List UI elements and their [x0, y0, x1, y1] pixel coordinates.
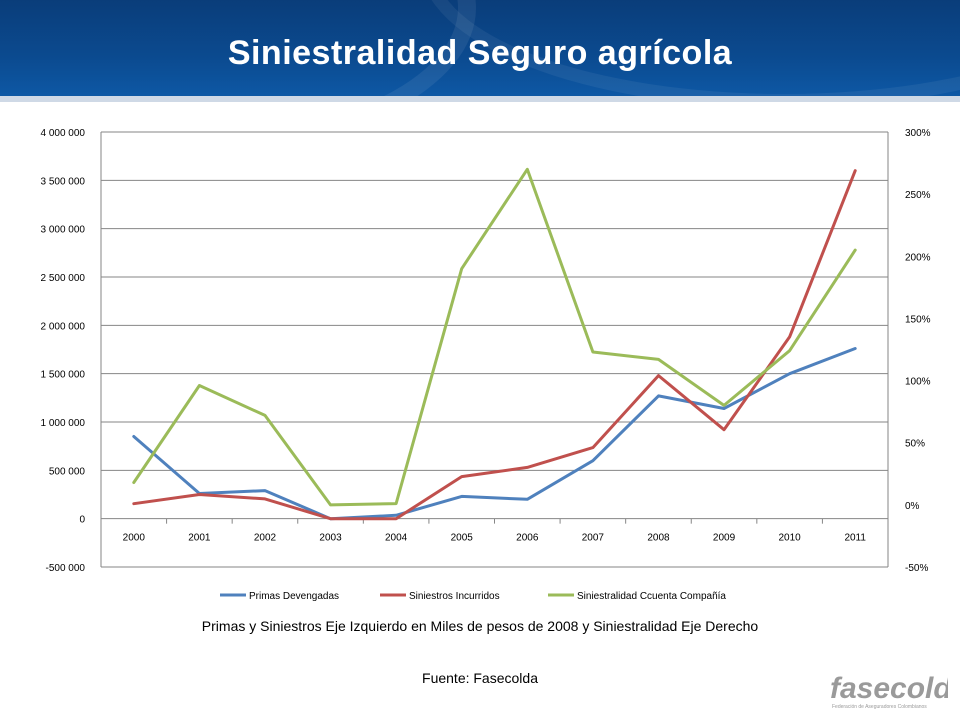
series-line-siniestros-incurridos: [132, 169, 857, 521]
y-left-tick-label: 3 500 000: [41, 176, 86, 187]
x-tick-label: 2005: [451, 533, 474, 544]
x-tick-label: 2008: [647, 533, 670, 544]
x-tick-label: 2000: [123, 533, 146, 544]
y-left-tick-label: 2 500 000: [41, 273, 86, 284]
y-right-tick-label: 50%: [905, 439, 925, 450]
y-left-tick-label: -500 000: [46, 563, 86, 574]
y-right-tick-label: 150%: [905, 314, 931, 325]
chart: -500 000 0 500 000 1 000 000 1 500 000 2 000 …: [41, 128, 931, 602]
header-stripe: [0, 96, 960, 102]
svg-text:fasecolda: fasecolda: [830, 672, 948, 705]
y-left-tick-label: 1 000 000: [41, 418, 86, 429]
x-tick-label: 2001: [188, 533, 211, 544]
x-tick-label: 2002: [254, 533, 277, 544]
y-right-tick-label: 250%: [905, 190, 931, 201]
x-tick-label: 2003: [319, 533, 342, 544]
y-right-tick-label: 200%: [905, 252, 931, 263]
x-tick-label: 2010: [779, 533, 802, 544]
x-tick-label: 2007: [582, 533, 605, 544]
y-left-tick-label: 4 000 000: [41, 128, 86, 139]
y-left-tick-label: 500 000: [49, 466, 86, 477]
fasecolda-logo: fasecolda Federación de Aseguradores Col…: [830, 672, 948, 710]
svg-text:Federación de Aseguradores Col: Federación de Aseguradores Colombianos: [832, 704, 927, 710]
header-banner: [0, 0, 960, 102]
source-note: Fuente: Fasecolda: [422, 670, 538, 686]
legend-entry: Primas Devengadas: [249, 591, 339, 602]
y-left-tick-label: 2 000 000: [41, 321, 86, 332]
legend-entry: Siniestralidad Ccuenta Compañía: [577, 591, 726, 602]
y-right-tick-label: -50%: [905, 563, 928, 574]
y-right-tick-label: 300%: [905, 128, 931, 139]
y-left-tick-label: 0: [79, 515, 85, 526]
y-right-tick-label: 100%: [905, 377, 931, 388]
page-title: Siniestralidad Seguro agrícola: [227, 34, 733, 72]
x-tick-label: 2011: [844, 533, 866, 544]
series-line-primas-devengadas: [132, 347, 857, 521]
y-left-tick-label: 3 000 000: [41, 225, 86, 236]
y-right-tick-label: 0%: [905, 501, 920, 512]
chart-caption: Primas y Siniestros Eje Izquierdo en Mil…: [201, 618, 759, 634]
y-left-tick-label: 1 500 000: [41, 370, 86, 381]
x-tick-label: 2006: [516, 533, 539, 544]
x-tick-label: 2004: [385, 533, 408, 544]
series-line-siniestralidad-ccuenta-compa-a: [132, 167, 857, 507]
legend-entry: Siniestros Incurridos: [409, 591, 500, 602]
x-tick-label: 2009: [713, 533, 736, 544]
